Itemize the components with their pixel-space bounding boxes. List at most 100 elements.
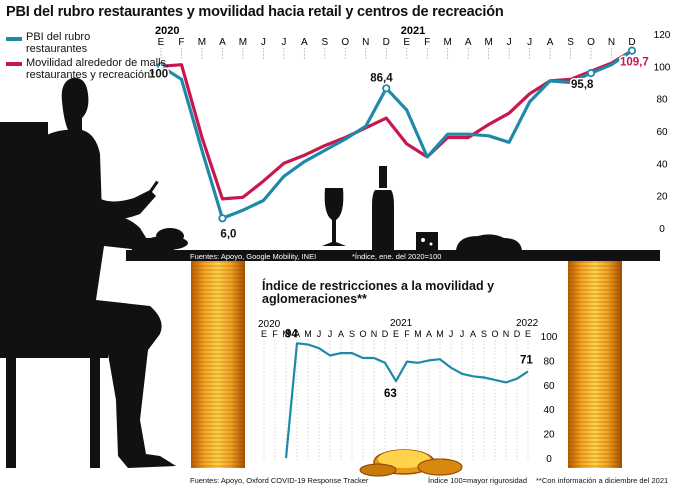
- x-tick-label: S: [321, 37, 328, 48]
- x-tick-label: J: [281, 37, 286, 48]
- bread: [456, 234, 522, 250]
- x-tick-label: O: [587, 37, 595, 48]
- year-label-2020: 2020: [258, 319, 281, 330]
- food-plate: [144, 228, 188, 250]
- y-tick-label: 120: [654, 30, 671, 41]
- y-tick-label: 100: [541, 332, 558, 343]
- x-tick-label: A: [465, 37, 472, 48]
- x-tick-label: J: [460, 329, 465, 339]
- data-point: [382, 84, 391, 93]
- legend-label-movilidad: Movilidad alrededor de malls, restaurant…: [26, 57, 170, 81]
- y-tick-label: 80: [543, 356, 555, 367]
- y-tick-label: 20: [543, 430, 555, 441]
- x-tick-label: M: [436, 329, 444, 339]
- y-tick-label: 0: [546, 454, 552, 465]
- legend-label-pbi: PBI del rubro restaurantes: [26, 31, 91, 55]
- table-top: [126, 250, 660, 261]
- x-tick-label: M: [484, 37, 492, 48]
- data-label: 63: [384, 388, 397, 400]
- chart-title-restricciones: Índice de restricciones a la movilidad y…: [262, 279, 495, 306]
- y-tick-label: 60: [543, 381, 555, 392]
- data-label: 95,8: [571, 79, 594, 91]
- cheese-block: [416, 232, 438, 250]
- chart-title-main: PBI del rubro restaurantes y movilidad h…: [6, 4, 504, 20]
- year-label-2020: 2020: [155, 25, 179, 37]
- y-tick-label: 20: [656, 192, 668, 203]
- x-tick-label: S: [349, 329, 355, 339]
- x-tick-label: N: [362, 37, 369, 48]
- x-tick-label: E: [393, 329, 399, 339]
- data-label: 71: [520, 354, 533, 366]
- x-tick-label: D: [383, 37, 390, 48]
- x-tick-label: M: [282, 329, 290, 339]
- data-point: [586, 69, 596, 78]
- x-tick-label: D: [382, 329, 389, 339]
- data-label: 109,7: [620, 57, 649, 69]
- y-tick-label: 40: [543, 405, 555, 416]
- x-tick-label: A: [470, 329, 476, 339]
- x-tick-label: F: [178, 37, 184, 48]
- x-tick-label: D: [514, 329, 521, 339]
- x-tick-label: E: [403, 37, 410, 48]
- data-label: 94: [285, 328, 298, 340]
- x-tick-label: J: [449, 329, 454, 339]
- source-chart2: Fuentes: Apoyo, Oxford COVID-19 Response…: [190, 476, 369, 485]
- x-tick-label: M: [239, 37, 247, 48]
- x-tick-label: A: [426, 329, 432, 339]
- data-label: 100: [149, 68, 168, 80]
- data-point: [627, 46, 637, 55]
- note2-chart2: **Con información a diciembre del 2021: [536, 476, 669, 485]
- x-tick-label: N: [371, 329, 378, 339]
- x-tick-label: J: [317, 329, 322, 339]
- x-tick-label: M: [444, 37, 452, 48]
- wine-glass: [322, 188, 346, 246]
- legend-swatch-pbi: [6, 37, 22, 41]
- note-chart1: *Índice, ene. del 2020=100: [352, 252, 442, 261]
- legend-swatch-movilidad: [6, 62, 22, 66]
- source-chart1: Fuentes: Apoyo, Google Mobility, INEI: [190, 252, 317, 261]
- diner-silhouette: [34, 77, 176, 468]
- x-tick-label: S: [481, 329, 487, 339]
- data-point: [218, 214, 227, 223]
- x-tick-label: N: [503, 329, 510, 339]
- x-tick-label: N: [608, 37, 615, 48]
- data-label: 86,4: [370, 72, 393, 84]
- data-label: 6,0: [220, 228, 236, 240]
- x-tick-label: D: [628, 37, 635, 48]
- loose-coins: [359, 449, 463, 477]
- series-line: [160, 49, 633, 220]
- y-tick-label: 60: [656, 127, 668, 138]
- x-tick-label: A: [338, 329, 344, 339]
- x-tick-label: F: [272, 329, 278, 339]
- y-tick-label: 0: [659, 224, 665, 235]
- data-point: [156, 62, 166, 71]
- x-tick-label: J: [507, 37, 512, 48]
- x-tick-label: E: [261, 329, 267, 339]
- x-tick-label: F: [424, 37, 430, 48]
- x-tick-label: A: [301, 37, 308, 48]
- year-label-2022: 2022: [516, 318, 539, 329]
- wine-bottle: [372, 166, 394, 250]
- year-label-2021: 2021: [390, 318, 413, 329]
- x-tick-label: O: [359, 329, 366, 339]
- x-tick-label: J: [261, 37, 266, 48]
- coin-stack-right: [568, 261, 622, 468]
- x-tick-label: J: [527, 37, 532, 48]
- x-tick-label: O: [491, 329, 498, 339]
- x-tick-label: A: [219, 37, 226, 48]
- y-tick-label: 40: [656, 159, 668, 170]
- x-tick-label: F: [404, 329, 410, 339]
- x-tick-label: M: [414, 329, 422, 339]
- x-tick-label: E: [525, 329, 531, 339]
- x-tick-label: O: [341, 37, 349, 48]
- series-line: [284, 342, 529, 459]
- note-chart2: Índice 100=mayor rigurosidad: [428, 476, 528, 485]
- y-tick-label: 100: [654, 62, 671, 73]
- x-tick-label: S: [567, 37, 574, 48]
- x-tick-label: J: [328, 329, 333, 339]
- x-tick-label: A: [547, 37, 554, 48]
